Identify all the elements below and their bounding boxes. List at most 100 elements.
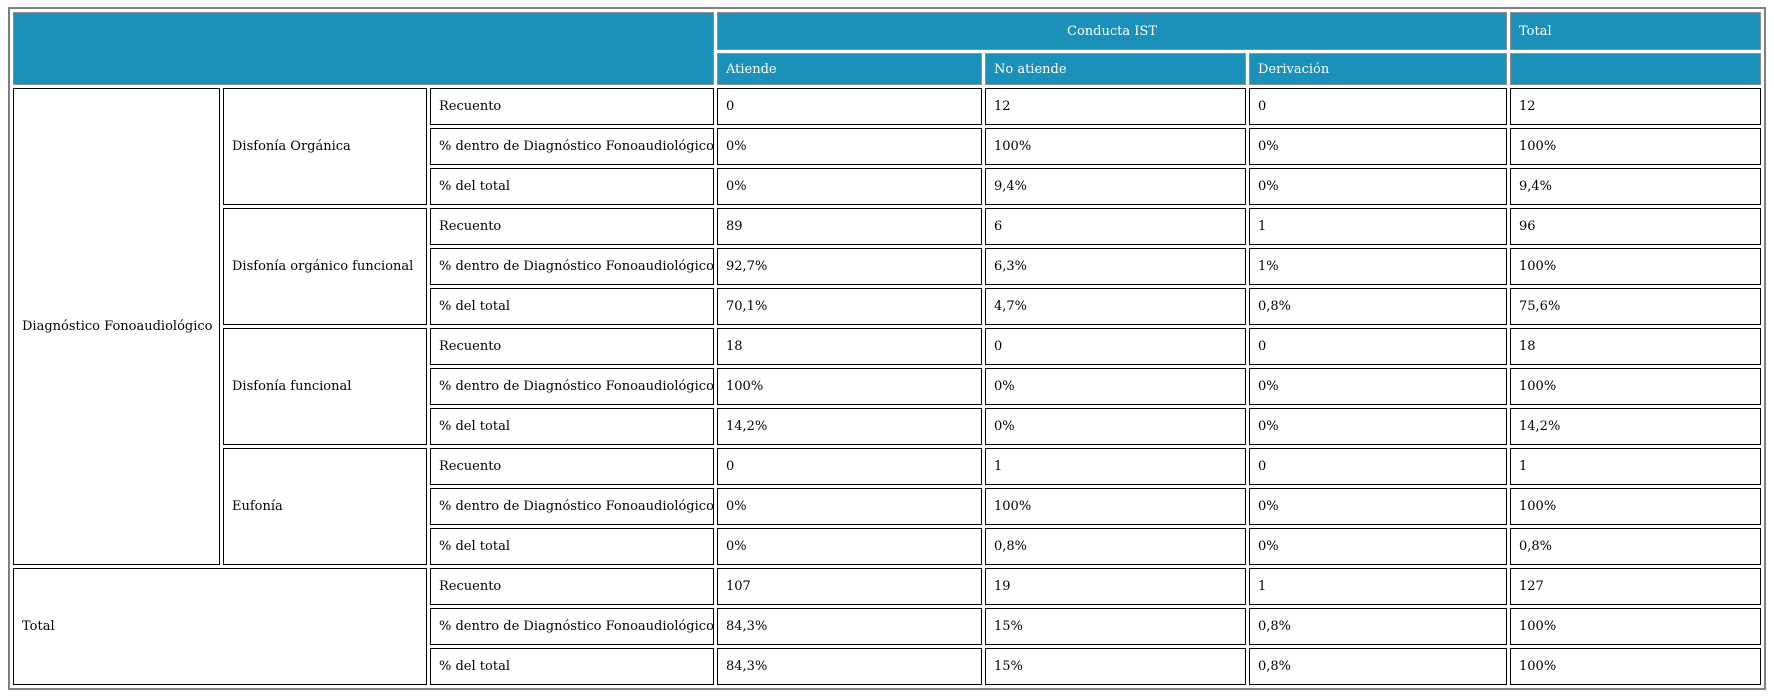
data-cell: 96	[1510, 208, 1761, 245]
data-cell: 12	[1510, 88, 1761, 125]
data-cell: 84,3%	[717, 648, 982, 685]
data-cell: 14,2%	[1510, 408, 1761, 445]
conducta-ist-header: Conducta IST	[717, 12, 1507, 50]
table-row: Eufonía Recuento 0 1 0 1	[13, 448, 1761, 565]
row-dimension-header: Diagnóstico Fonoaudiológico	[13, 88, 220, 565]
diagnosis-group-header: Disfonía funcional	[223, 328, 427, 445]
stat-label-cell: % dentro de Diagnóstico Fonoaudiológico	[430, 128, 714, 165]
data-cell: 19	[985, 568, 1246, 605]
data-cell: 127	[1510, 568, 1761, 605]
data-cell: 107	[717, 568, 982, 605]
diagnosis-group-header: Disfonía Orgánica	[223, 88, 427, 205]
data-cell: 0%	[985, 408, 1246, 445]
header-row-2: Atiende No atiende Derivación	[13, 53, 1761, 85]
atiende-column-header: Atiende	[717, 53, 982, 85]
table-row: Disfonía orgánico funcional Recuento 89 …	[13, 208, 1761, 325]
crosstab-table: Conducta IST Total Atiende No atiende De…	[8, 7, 1766, 690]
data-cell: 0,8%	[1249, 608, 1507, 645]
data-cell: 100%	[1510, 648, 1761, 685]
table-row: Disfonía funcional Recuento 18 0 0 18	[13, 328, 1761, 445]
table-row: Total Recuento 107 19 1 127	[13, 568, 1761, 685]
data-cell: 100%	[1510, 248, 1761, 285]
data-cell: 4,7%	[985, 288, 1246, 325]
data-cell: 18	[717, 328, 982, 365]
table-row: % dentro de Diagnóstico Fonoaudiológico …	[13, 368, 1761, 405]
data-cell: 100%	[1510, 128, 1761, 165]
total-column-subheader-empty	[1510, 53, 1761, 85]
data-cell: 0%	[717, 168, 982, 205]
stat-label-cell: Recuento	[430, 448, 714, 485]
data-cell: 0%	[717, 488, 982, 525]
diagnosis-group-header: Disfonía orgánico funcional	[223, 208, 427, 325]
data-cell: 0	[985, 328, 1246, 365]
data-cell: 89	[717, 208, 982, 245]
data-cell: 75,6%	[1510, 288, 1761, 325]
table-row: % del total 0% 9,4% 0% 9,4%	[13, 168, 1761, 205]
data-cell: 100%	[1510, 368, 1761, 405]
table-row: % dentro de Diagnóstico Fonoaudiológico …	[13, 488, 1761, 525]
data-cell: 12	[985, 88, 1246, 125]
data-cell: 9,4%	[985, 168, 1246, 205]
total-row-header: Total	[13, 568, 427, 685]
stat-label-cell: % del total	[430, 648, 714, 685]
table-row: % del total 14,2% 0% 0% 14,2%	[13, 408, 1761, 445]
data-cell: 92,7%	[717, 248, 982, 285]
stat-label-cell: % del total	[430, 288, 714, 325]
data-cell: 100%	[985, 128, 1246, 165]
stat-label-cell: Recuento	[430, 328, 714, 365]
data-cell: 100%	[717, 368, 982, 405]
data-cell: 0,8%	[1510, 528, 1761, 565]
data-cell: 9,4%	[1510, 168, 1761, 205]
corner-header-cell	[13, 12, 714, 85]
data-cell: 1%	[1249, 248, 1507, 285]
data-cell: 1	[1249, 568, 1507, 605]
stat-label-cell: Recuento	[430, 568, 714, 605]
data-cell: 18	[1510, 328, 1761, 365]
data-cell: 0	[1249, 88, 1507, 125]
data-cell: 0	[1249, 448, 1507, 485]
data-cell: 6,3%	[985, 248, 1246, 285]
data-cell: 100%	[1510, 608, 1761, 645]
data-cell: 6	[985, 208, 1246, 245]
data-cell: 100%	[985, 488, 1246, 525]
data-cell: 84,3%	[717, 608, 982, 645]
data-cell: 70,1%	[717, 288, 982, 325]
stat-label-cell: % del total	[430, 528, 714, 565]
data-cell: 0%	[1249, 408, 1507, 445]
data-cell: 100%	[1510, 488, 1761, 525]
stat-label-cell: Recuento	[430, 88, 714, 125]
stat-label-cell: % dentro de Diagnóstico Fonoaudiológico	[430, 248, 714, 285]
data-cell: 15%	[985, 608, 1246, 645]
data-cell: 0%	[1249, 368, 1507, 405]
data-cell: 1	[1510, 448, 1761, 485]
data-cell: 14,2%	[717, 408, 982, 445]
data-cell: 0%	[1249, 488, 1507, 525]
data-cell: 15%	[985, 648, 1246, 685]
stat-label-cell: % del total	[430, 408, 714, 445]
diagnosis-group-header: Eufonía	[223, 448, 427, 565]
data-cell: 0	[717, 448, 982, 485]
table-row: % del total 0% 0,8% 0% 0,8%	[13, 528, 1761, 565]
data-cell: 0,8%	[1249, 648, 1507, 685]
data-cell: 0	[1249, 328, 1507, 365]
stat-label-cell: Recuento	[430, 208, 714, 245]
table-row: % dentro de Diagnóstico Fonoaudiológico …	[13, 608, 1761, 645]
no-atiende-column-header: No atiende	[985, 53, 1246, 85]
data-cell: 0%	[1249, 528, 1507, 565]
data-cell: 0%	[717, 128, 982, 165]
data-cell: 1	[1249, 208, 1507, 245]
data-cell: 1	[985, 448, 1246, 485]
stat-label-cell: % dentro de Diagnóstico Fonoaudiológico	[430, 368, 714, 405]
total-column-header: Total	[1510, 12, 1761, 50]
data-cell: 0,8%	[1249, 288, 1507, 325]
data-cell: 0%	[717, 528, 982, 565]
derivacion-column-header: Derivación	[1249, 53, 1507, 85]
data-cell: 0%	[1249, 168, 1507, 205]
data-cell: 0%	[1249, 128, 1507, 165]
data-cell: 0	[717, 88, 982, 125]
stat-label-cell: % dentro de Diagnóstico Fonoaudiológico	[430, 488, 714, 525]
table-row: % del total 70,1% 4,7% 0,8% 75,6%	[13, 288, 1761, 325]
table-row: Diagnóstico Fonoaudiológico Disfonía Org…	[13, 88, 1761, 565]
stat-label-cell: % dentro de Diagnóstico Fonoaudiológico	[430, 608, 714, 645]
